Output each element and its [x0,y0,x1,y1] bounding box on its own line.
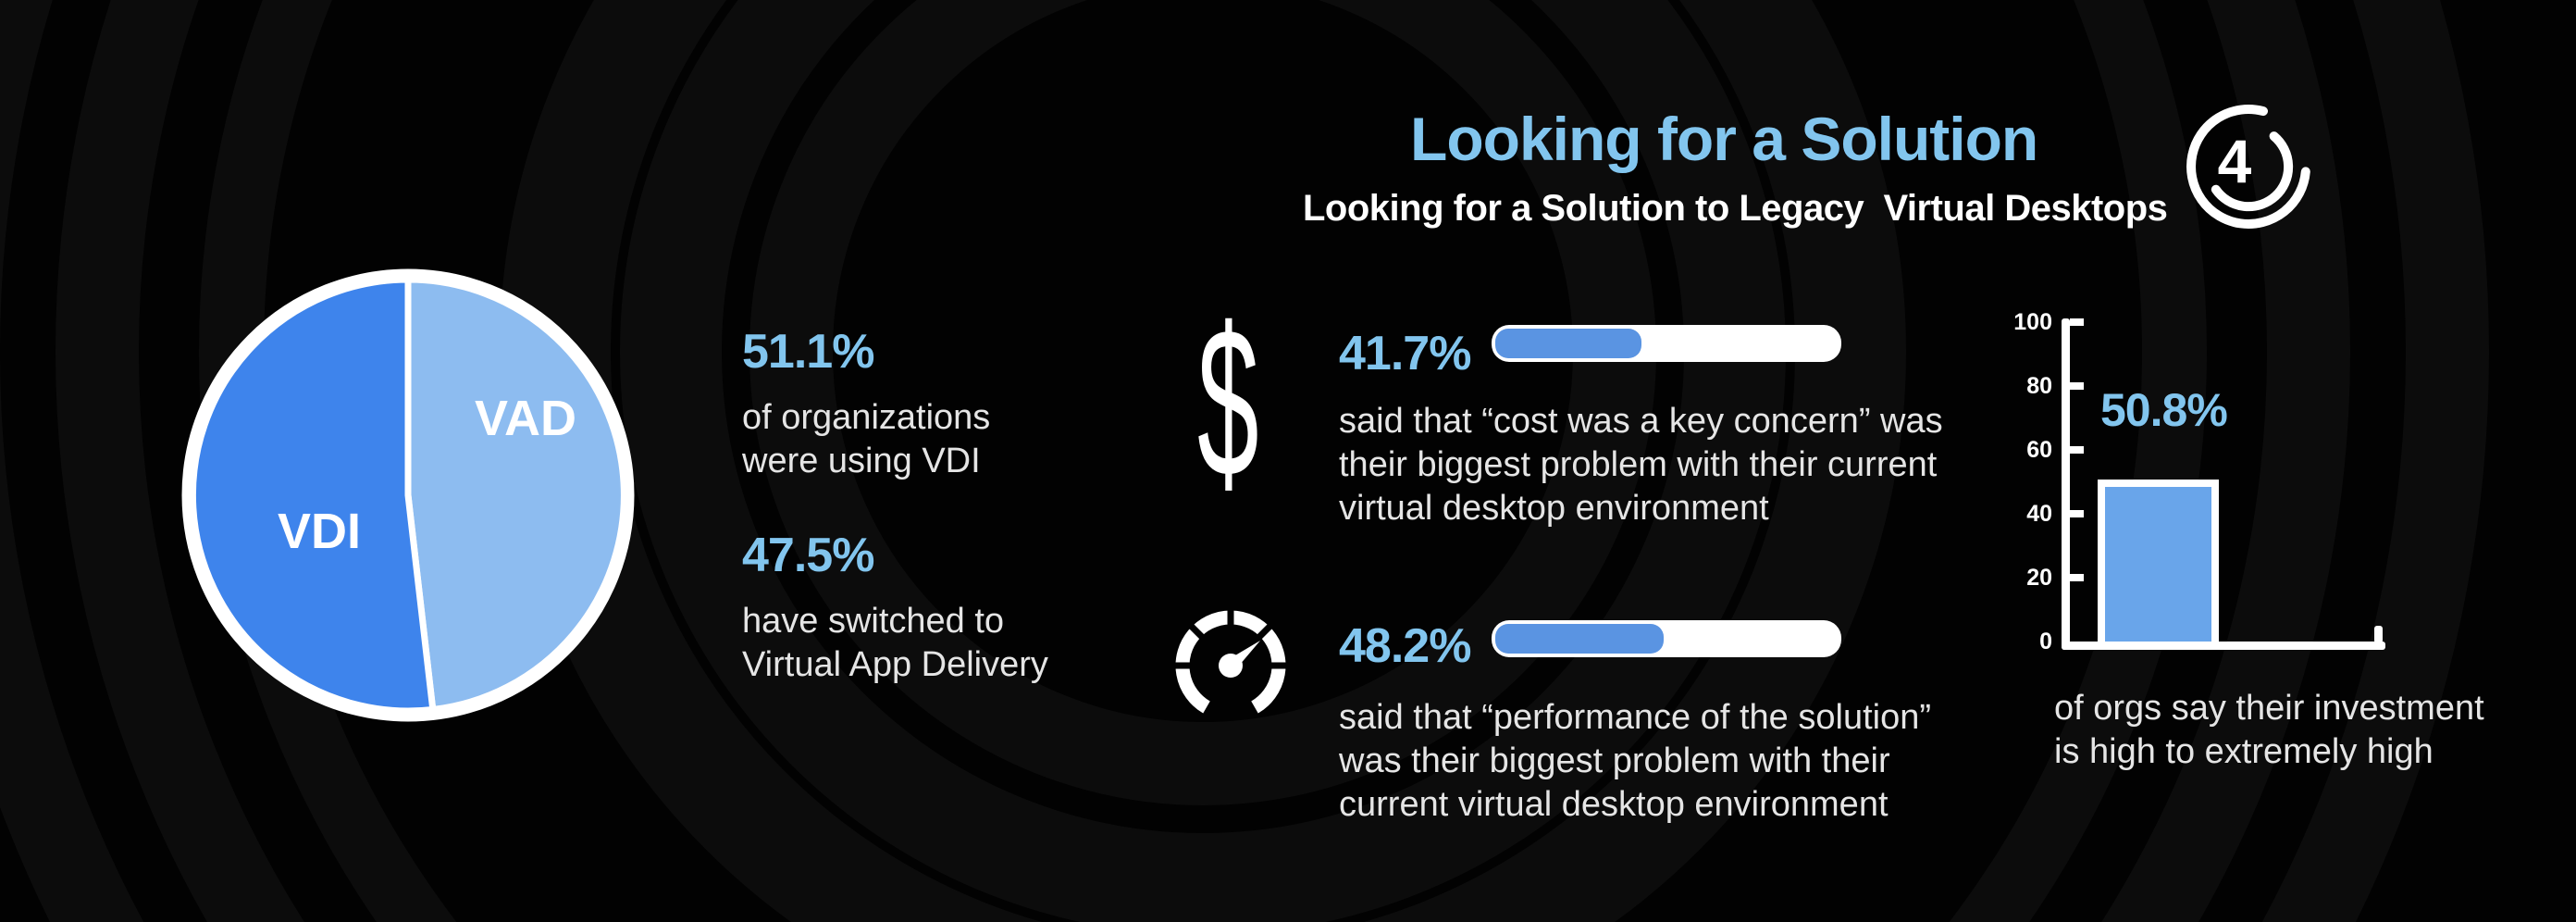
stat-performance-description: said that “performance of the solution” … [1339,696,1931,827]
pie-label-vad: VAD [475,391,576,446]
stat-line: have switched to [742,602,1005,641]
pie-chart: VDI VAD [181,268,635,722]
y-axis-tick [2070,574,2084,581]
stat-line: said that “cost was a key concern” was [1339,402,1943,441]
cost-progress-fill [1495,329,1641,358]
badge-outer-circle-icon [2186,105,2310,229]
stat-line: was their biggest problem with their [1339,741,1890,780]
investment-bar [2098,480,2219,642]
bar-chart-y-axis [2062,318,2070,650]
stat-line: current virtual desktop environment [1339,785,1889,824]
pie-outer-ring [181,268,635,722]
bar-chart-x-axis [2062,642,2385,650]
stat-investment-value: 50.8% [2100,384,2228,436]
stat-line: their biggest problem with their current [1339,445,1938,484]
stat-line: of organizations [742,398,991,437]
stat-cost-value: 41.7% [1339,327,1471,380]
stat-line: said that “performance of the solution” [1339,698,1932,737]
stat-investment-description: of orgs say their investment is high to … [2054,687,2484,774]
y-axis-tick-label: 40 [2026,501,2052,527]
stat-line: is high to extremely high [2054,732,2434,771]
y-axis-tick [2070,382,2084,390]
dollar-icon: $ [1197,283,1259,521]
stat-vdi-usage-value: 51.1% [742,325,874,379]
stat-vad-switch-description: have switched to Virtual App Delivery [742,600,1048,687]
cost-progress-bar [1492,325,1841,362]
stat-line: were using VDI [742,442,981,480]
stat-performance-value: 48.2% [1339,619,1471,673]
y-axis-tick-label: 20 [2026,565,2052,591]
stat-line: of orgs say their investment [2054,689,2484,728]
stat-line: Virtual App Delivery [742,645,1048,684]
stat-line: virtual desktop environment [1339,489,1769,528]
page-subtitle: Looking for a Solution to Legacy Virtual… [1303,188,2168,229]
y-axis-tick-label: 60 [2026,437,2052,463]
y-axis-tick-label: 0 [2039,629,2052,654]
badge-number: 4 [2218,127,2252,195]
stat-vad-switch-value: 47.5% [742,529,874,582]
y-axis-tick [2070,510,2084,517]
y-axis-tick [2070,446,2084,454]
speedometer-icon [1171,606,1290,714]
step-badge: 4 [2186,105,2310,229]
performance-progress-bar [1492,620,1841,657]
pie-label-vdi: VDI [278,504,361,559]
performance-progress-fill [1495,624,1665,654]
pie-slice-vdi [189,276,437,715]
page-title: Looking for a Solution [1410,105,2038,173]
pie-slice-vad [404,276,627,713]
y-axis-tick-label: 80 [2026,373,2052,399]
bar-chart-x-axis-end-tick [2374,626,2383,643]
badge-inner-arc-icon [2211,131,2294,212]
y-axis-tick [2070,318,2084,326]
stat-cost-description: said that “cost was a key concern” was t… [1339,400,1943,530]
stat-vdi-usage-description: of organizations were using VDI [742,396,990,483]
y-axis-tick-label: 100 [2013,309,2052,335]
